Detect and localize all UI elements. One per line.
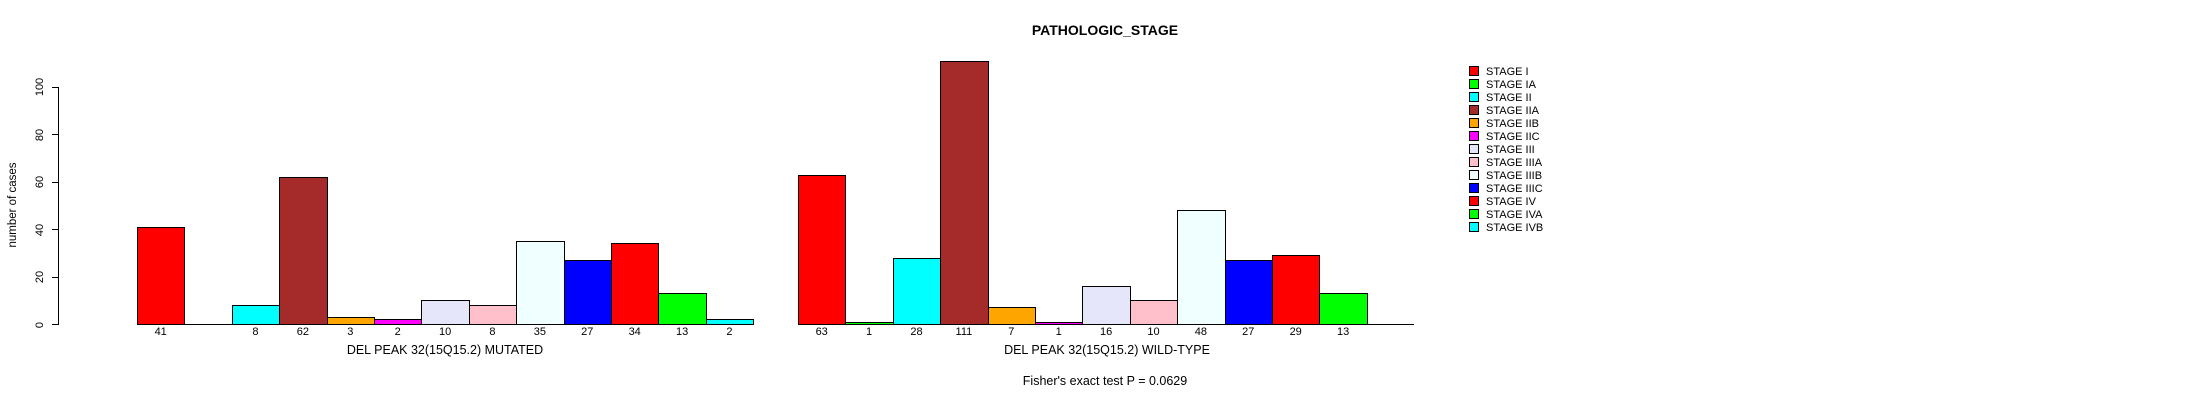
- bar-stage-iva: [658, 293, 707, 325]
- legend-swatch-stage-iia: [1469, 105, 1479, 115]
- bar-value-label: 29: [1289, 326, 1302, 338]
- bar-stage-ii: [231, 305, 281, 325]
- bar-stage-iia: [940, 60, 989, 325]
- chart-title: PATHOLOGIC_STAGE: [1031, 22, 1179, 38]
- bar-stage-iiib: [1177, 210, 1226, 325]
- bar-value-label: 111: [955, 326, 973, 338]
- legend-swatch-stage-ivb: [1469, 222, 1479, 232]
- legend-swatch-stage-i: [1469, 66, 1479, 76]
- bar-value-label: 13: [1336, 326, 1350, 338]
- y-tick-label: 40: [34, 223, 46, 236]
- bar-value-label: 8: [489, 326, 496, 338]
- legend-label: STAGE IIIB: [1486, 170, 1543, 182]
- legend-label: STAGE II: [1486, 92, 1532, 104]
- bar-value-label: 35: [533, 326, 546, 338]
- y-tick-mark: [52, 324, 58, 325]
- y-tick-mark: [52, 276, 58, 278]
- bar-value-label: 27: [581, 326, 594, 338]
- bar-stage-iib: [987, 307, 1036, 325]
- bar-stage-i: [798, 174, 847, 325]
- bar-value-label: 3: [347, 326, 354, 338]
- bar-stage-iv: [1272, 255, 1321, 325]
- y-tick-label: 100: [34, 78, 46, 97]
- legend-label: STAGE IVB: [1486, 222, 1544, 234]
- bar-value-label: 1: [866, 326, 873, 338]
- bar-stage-ivb: [705, 319, 755, 325]
- y-tick-mark: [52, 134, 58, 136]
- bar-value-label: 63: [815, 326, 828, 338]
- bar-value-label: 41: [154, 326, 167, 338]
- fisher-test-annotation: Fisher's exact test P = 0.0629: [1022, 374, 1188, 388]
- bar-stage-iiia: [468, 305, 518, 325]
- bar-stage-iii: [1082, 286, 1131, 325]
- bar-stage-iic: [374, 319, 423, 325]
- bar-value-label: 2: [394, 326, 401, 338]
- legend-swatch-stage-ia: [1469, 79, 1479, 89]
- bar-stage-iva: [1319, 293, 1368, 325]
- bar-value-label: 48: [1194, 326, 1207, 338]
- y-tick-label: 0: [34, 321, 46, 328]
- legend-swatch-stage-iv: [1469, 196, 1479, 206]
- bar-value-label: 62: [296, 326, 309, 338]
- bar-value-label: 8: [252, 326, 259, 338]
- y-tick-label: 60: [34, 176, 46, 189]
- legend-label: STAGE IVA: [1486, 209, 1543, 221]
- bar-value-label: 2: [726, 326, 733, 338]
- bar-stage-iii: [421, 300, 470, 325]
- legend-swatch-stage-iib: [1469, 118, 1479, 128]
- bar-stage-iia: [279, 176, 328, 325]
- bar-stage-iib: [326, 316, 375, 325]
- x-axis-label-wildtype: DEL PEAK 32(15Q15.2) WILD-TYPE: [1004, 343, 1210, 357]
- bar-value-label: 10: [438, 326, 452, 338]
- y-tick-label: 80: [34, 128, 46, 141]
- legend-label: STAGE I: [1486, 66, 1529, 78]
- legend-swatch-stage-iiia: [1469, 157, 1479, 167]
- bar-value-label: 13: [675, 326, 689, 338]
- legend-label: STAGE III: [1486, 144, 1535, 156]
- bar-stage-iiia: [1129, 300, 1179, 325]
- bar-value-label: 28: [910, 326, 923, 338]
- bar-value-label: 7: [1008, 326, 1015, 338]
- legend-label: STAGE IIA: [1486, 105, 1539, 117]
- y-axis-label: number of cases: [7, 162, 19, 248]
- legend-label: STAGE IIB: [1486, 118, 1539, 130]
- bar-stage-iiic: [563, 259, 612, 325]
- legend-label: STAGE IIC: [1486, 131, 1540, 143]
- y-tick-mark: [52, 229, 58, 231]
- bar-value-label: 27: [1242, 326, 1255, 338]
- legend-swatch-stage-iiib: [1469, 170, 1479, 180]
- bar-stage-ia: [845, 321, 894, 325]
- y-tick-mark: [52, 86, 58, 88]
- x-axis-label-mutated: DEL PEAK 32(15Q15.2) MUTATED: [346, 343, 544, 357]
- bar-stage-iiib: [516, 241, 565, 325]
- bar-stage-iic: [1035, 321, 1084, 325]
- legend-label: STAGE IIIC: [1486, 183, 1543, 195]
- bar-value-label: 10: [1147, 326, 1160, 338]
- bar-stage-i: [137, 226, 186, 325]
- legend-swatch-stage-iii: [1469, 144, 1479, 154]
- bar-value-label: 16: [1099, 326, 1113, 338]
- legend-swatch-stage-iic: [1469, 131, 1479, 141]
- bar-value-label: 34: [628, 326, 641, 338]
- bar-stage-iiic: [1224, 259, 1273, 325]
- legend-swatch-stage-iva: [1469, 209, 1479, 219]
- legend-label: STAGE IA: [1486, 79, 1536, 91]
- legend-swatch-stage-iiic: [1469, 183, 1479, 193]
- y-tick-mark: [52, 181, 58, 183]
- legend-label: STAGE IV: [1486, 196, 1536, 208]
- y-tick-label: 20: [34, 270, 46, 284]
- bar-value-label: 1: [1055, 326, 1062, 338]
- legend-label: STAGE IIIA: [1486, 157, 1543, 169]
- bar-stage-iv: [611, 243, 660, 325]
- bar-stage-ii: [892, 257, 942, 325]
- y-axis-line: [58, 86, 59, 325]
- legend-swatch-stage-ii: [1469, 92, 1479, 102]
